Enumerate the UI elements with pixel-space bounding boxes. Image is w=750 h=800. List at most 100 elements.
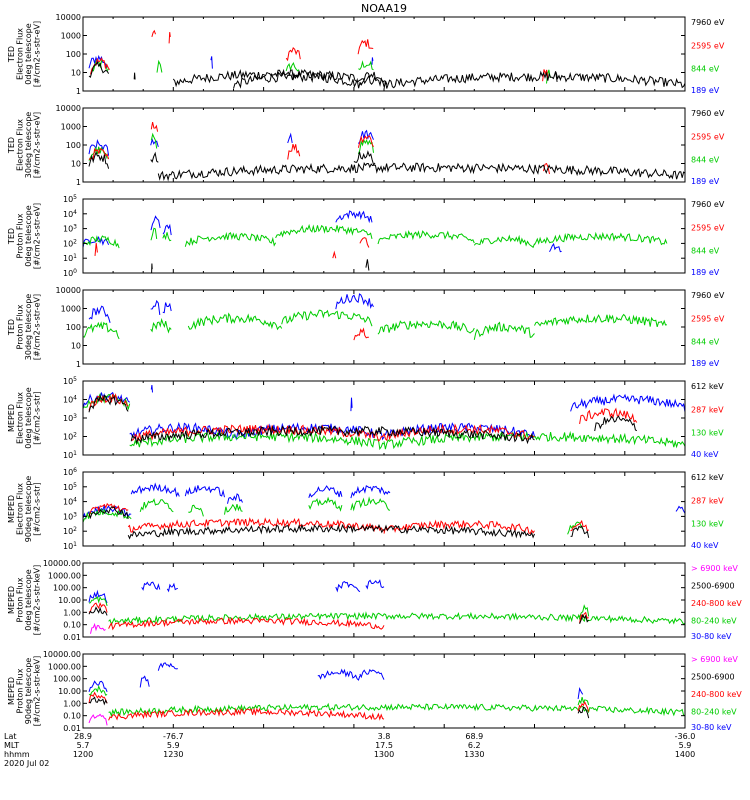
ytick-label: 0.01: [63, 724, 81, 733]
ytick-label: 10000: [56, 286, 81, 295]
ylabel-line: [#/cm2-s-str-keV]: [33, 565, 42, 636]
ylabel-line: Proton Flux: [16, 668, 25, 713]
series-trace-3: [151, 259, 370, 273]
xaxis-value: -36.0: [675, 732, 696, 741]
figure-title: NOAA19: [361, 2, 407, 15]
legend-entry: 2500-6900: [691, 673, 735, 682]
panel-traces: [88, 29, 685, 90]
ylabel-line: Proton Flux: [16, 577, 25, 622]
legend-entry: 189 eV: [691, 177, 720, 186]
xaxis-value: 5.9: [167, 741, 180, 750]
ytick-label: 101: [63, 541, 77, 551]
series-trace-2: [88, 601, 589, 631]
legend-entry: 80-240 keV: [691, 617, 737, 626]
legend-entry: > 6900 keV: [691, 655, 738, 664]
legend-entry: 2500-6900: [691, 582, 735, 591]
ytick-label: 102: [63, 432, 77, 442]
ytick-label: 100: [66, 323, 81, 332]
ylabel-line: 90deg telescope: [24, 476, 33, 543]
panel-frame: [82, 289, 686, 365]
ytick-label: 10: [71, 342, 81, 351]
xaxis-row-label: hhmm: [4, 750, 30, 759]
series-trace-3: [88, 61, 685, 90]
series-trace-3: [88, 696, 590, 719]
series-trace-0: [88, 579, 385, 604]
ylabel-line: Electron Flux: [16, 28, 25, 80]
legend-entry: 844 eV: [691, 338, 720, 347]
panel-traces: [88, 579, 685, 634]
legend-entry: 30-80 keV: [691, 723, 732, 732]
series-trace-2: [88, 393, 638, 442]
xaxis-value: 5.7: [77, 741, 90, 750]
panel-traces: [83, 293, 667, 341]
series-trace-3: [88, 394, 638, 445]
panel-frame: [82, 107, 686, 183]
ytick-label: 1000: [61, 305, 81, 314]
ytick-label: 10000: [56, 13, 81, 22]
ylabel-line: [#/cm2-s-str-eV]: [33, 112, 42, 178]
ytick-label: 10.00: [58, 596, 81, 605]
ytick-label: 1: [76, 178, 81, 187]
ytick-label: 104: [63, 395, 77, 405]
series-trace-0: [88, 293, 374, 323]
series-trace-2: [88, 502, 589, 535]
ylabel-line: TED: [7, 319, 16, 336]
ytick-label: 101: [63, 450, 77, 460]
panel-meped-proton-90: 0.01 0.10 1.00 10.00 100.00 1000.00 10000.00 ME…: [7, 650, 742, 733]
panel-ted-electron-0: 1 10 100 1000 10000 TED Electron Flux 0deg tele…: [7, 13, 725, 96]
panel-frame: [82, 653, 686, 729]
series-trace-0: [91, 59, 551, 84]
xaxis-value: 6.2: [468, 741, 481, 750]
ytick-label: 1000: [61, 123, 81, 132]
ylabel-line: 0deg telescope: [24, 205, 33, 266]
ylabel-line: MEPED: [7, 495, 16, 523]
ytick-label: 1.00: [63, 699, 81, 708]
ytick-label: 105: [63, 482, 77, 492]
panel-meped-electron-0: 101 102 103 104 105 MEPED Electron Flux 0deg te…: [7, 376, 724, 460]
series-trace-1: [83, 496, 584, 535]
series-trace-1: [88, 595, 685, 626]
ylabel-line: 0deg telescope: [24, 23, 33, 84]
ytick-label: 105: [63, 194, 77, 204]
series-trace-3: [88, 150, 685, 182]
legend-entry: 40 keV: [691, 541, 719, 550]
legend-entry: 2595 eV: [691, 41, 725, 50]
ytick-label: 106: [63, 467, 77, 477]
ylabel-line: 30deg telescope: [24, 294, 33, 361]
series-trace-4: [90, 622, 106, 634]
xaxis-value: 3.8: [378, 732, 391, 741]
panel-ted-proton-0: 100 101 102 103 104 105 TED Proton Flux 0deg tel…: [7, 194, 725, 278]
ytick-label: 100.00: [53, 584, 81, 593]
xaxis-value: 1230: [163, 750, 183, 759]
series-trace-4: [88, 713, 108, 726]
legend-entry: 130 keV: [691, 429, 724, 438]
ytick-label: 103: [63, 224, 77, 234]
ylabel-line: MEPED: [7, 677, 16, 705]
series-trace-1: [88, 132, 374, 161]
ylabel-line: MEPED: [7, 404, 16, 432]
ylabel-line: MEPED: [7, 586, 16, 614]
ytick-label: 100: [66, 141, 81, 150]
xaxis-value: 68.9: [465, 732, 483, 741]
ytick-label: 1.00: [63, 608, 81, 617]
ytick-label: 100: [63, 268, 77, 278]
ylabel-line: Electron Flux: [16, 119, 25, 171]
ylabel-line: [#/cm2-s-str-eV]: [33, 294, 42, 360]
legend-entry: > 6900 keV: [691, 564, 738, 573]
series-trace-1: [88, 54, 374, 69]
xaxis-row-label: Lat: [4, 732, 17, 741]
legend-entry: 7960 eV: [691, 109, 725, 118]
ytick-label: 10: [71, 69, 81, 78]
ylabel-line: TED: [7, 46, 16, 63]
ytick-label: 101: [63, 253, 77, 263]
panel-traces: [88, 662, 685, 726]
panel-traces: [88, 121, 685, 182]
ytick-label: 104: [63, 497, 77, 507]
ylabel-line: [#/cm2-s-str-eV]: [33, 203, 42, 269]
legend-entry: 844 eV: [691, 247, 720, 256]
legend-entry: 40 keV: [691, 450, 719, 459]
ylabel-line: 0deg telescope: [24, 387, 33, 448]
series-trace-2: [90, 29, 549, 82]
ytick-label: 102: [63, 526, 77, 536]
